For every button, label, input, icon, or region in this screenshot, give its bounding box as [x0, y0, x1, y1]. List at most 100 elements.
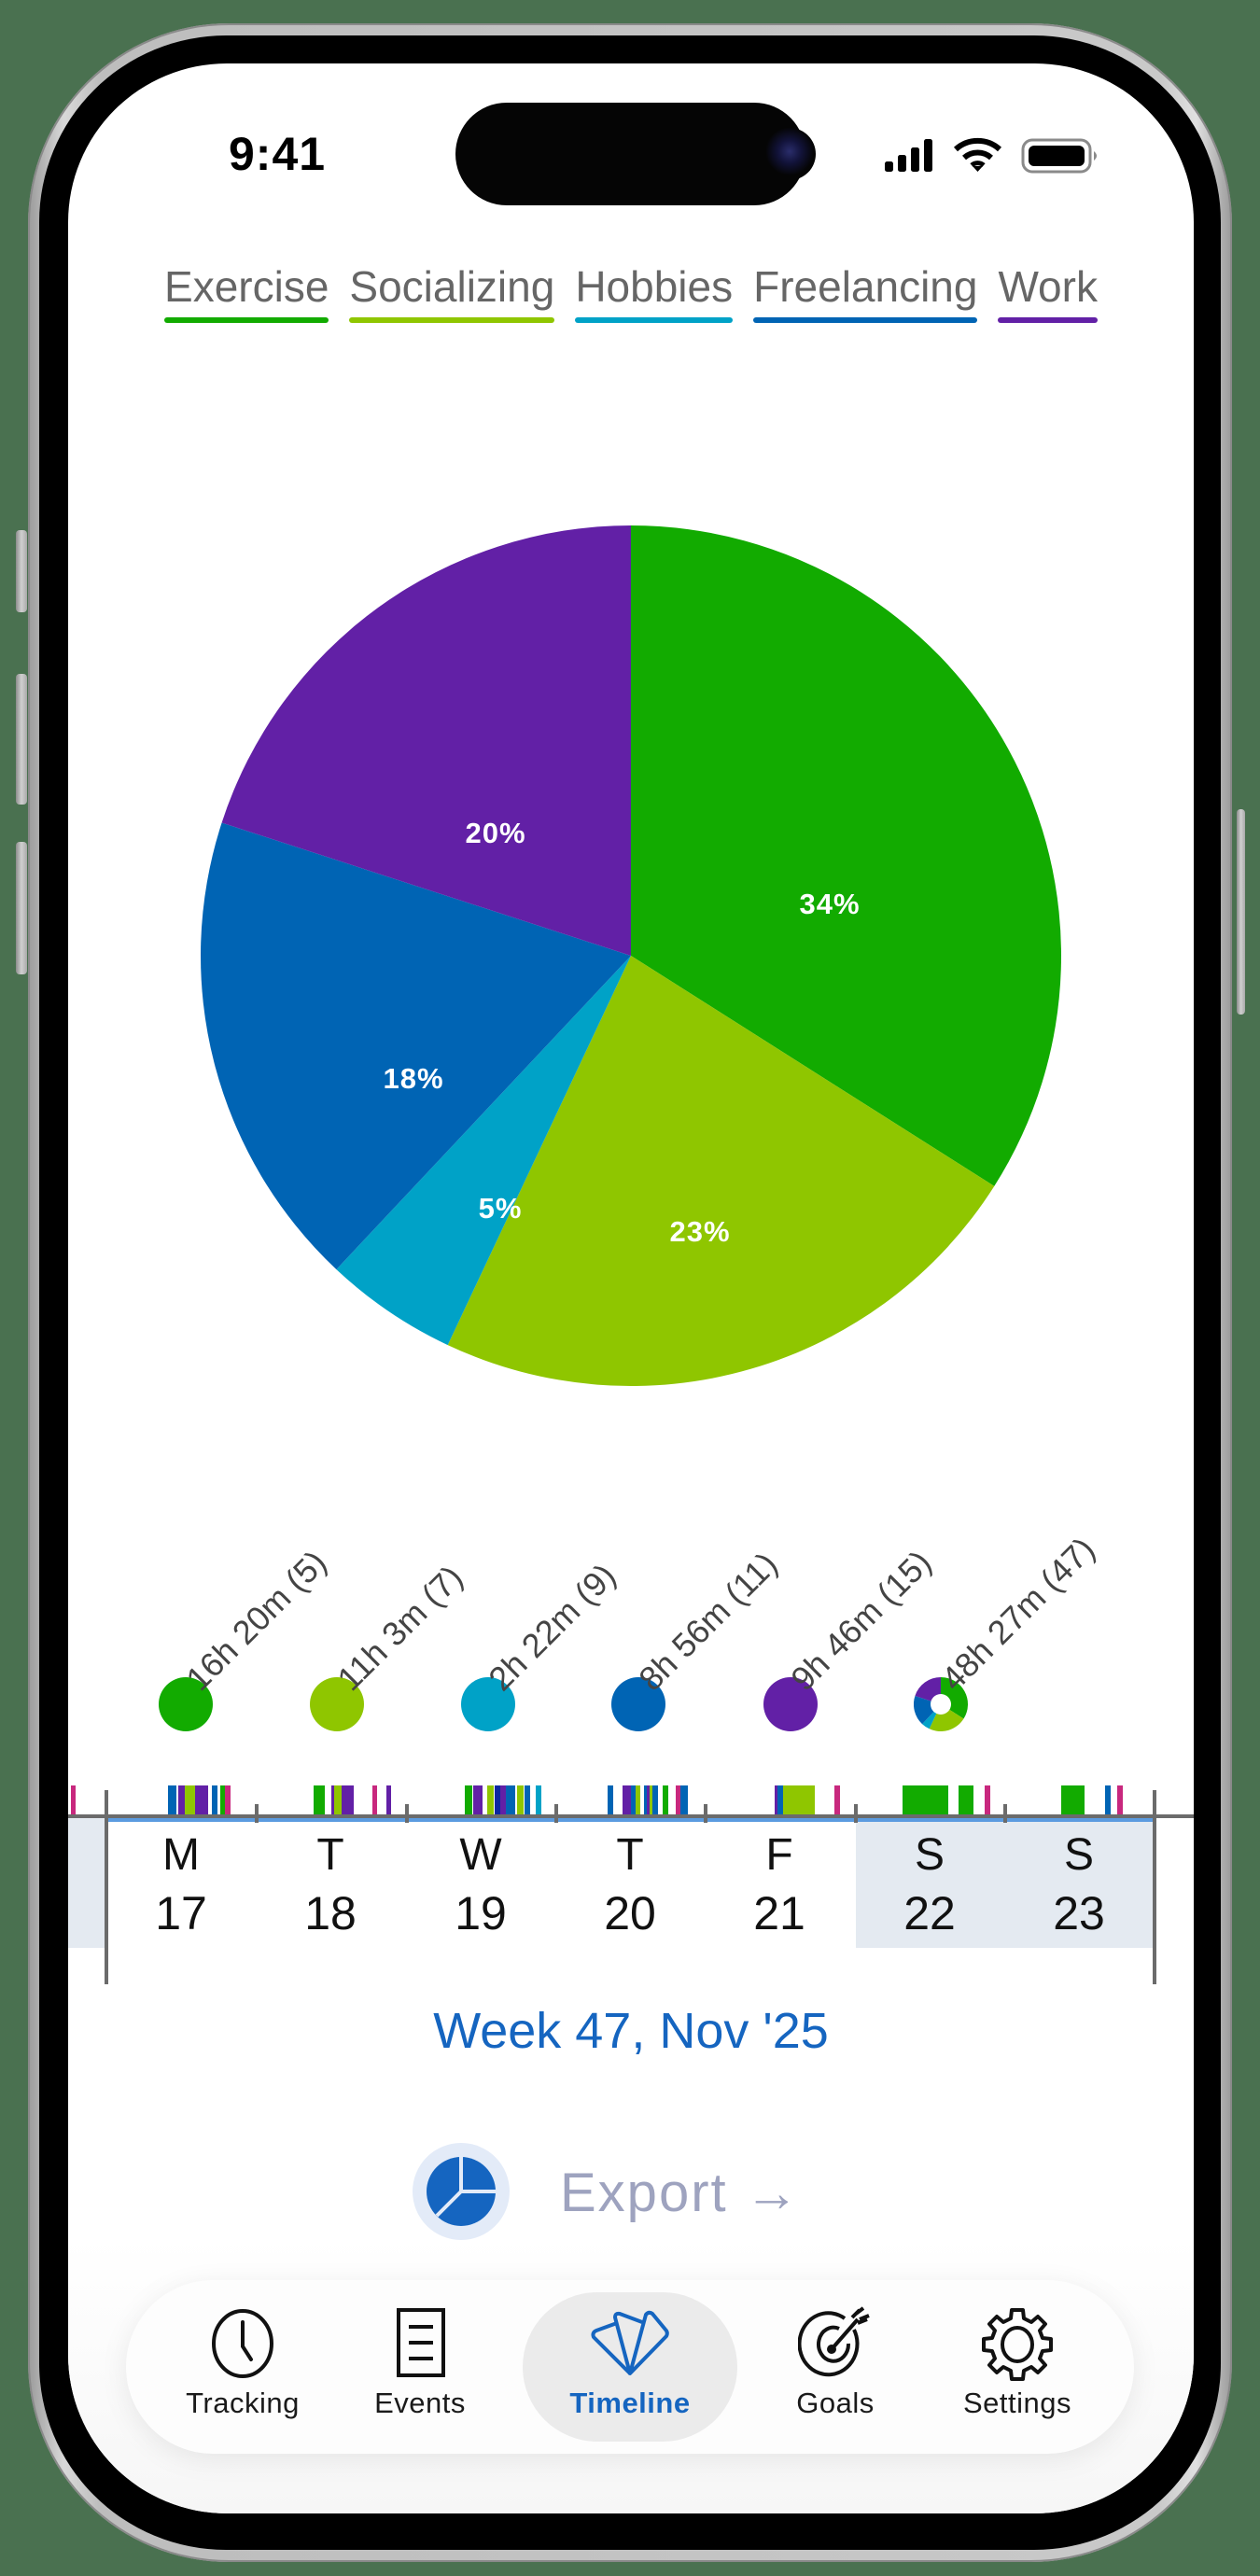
day-tick [405, 1804, 409, 1823]
previous-week-shade [68, 1818, 106, 1948]
day-tick [854, 1804, 858, 1823]
pie-chart-button[interactable] [413, 2143, 510, 2240]
color-dot [159, 1677, 213, 1731]
volume-down-button [16, 842, 27, 974]
pie-label-work: 20% [465, 817, 526, 849]
week-end-boundary [1153, 1790, 1156, 1984]
timeline-axis [68, 1814, 1194, 1818]
selected-week-indicator [106, 1818, 1155, 1822]
wifi-icon [953, 138, 1002, 172]
day-tick [554, 1804, 558, 1823]
stat-hobbies[interactable]: 2h 22m (9) [461, 1519, 637, 1743]
pie-slice-freelancing[interactable] [201, 822, 631, 1270]
tab-label: Goals [796, 2387, 875, 2419]
timeline-fan-icon [591, 2310, 669, 2375]
legend-color-bar [575, 317, 734, 323]
stat-text: 16h 20m (5) [178, 1543, 334, 1699]
battery-icon [1021, 138, 1097, 174]
day-number: 19 [455, 1887, 507, 1939]
pie-label-exercise: 34% [799, 888, 861, 920]
legend-label: Work [998, 262, 1098, 311]
tab-events[interactable]: Events [331, 2280, 509, 2454]
tab-goals[interactable]: Goals [747, 2280, 924, 2454]
day-tick [1003, 1804, 1007, 1823]
legend-label: Socializing [349, 262, 555, 311]
stat-socializing[interactable]: 11h 3m (7) [310, 1519, 486, 1743]
tab-label: Tracking [186, 2387, 300, 2419]
day-number: 18 [304, 1887, 357, 1939]
day-number: 17 [155, 1887, 207, 1939]
stat-total[interactable]: 48h 27m (47) [913, 1519, 1102, 1743]
legend-label: Freelancing [753, 262, 978, 311]
category-legend: Exercise Socializing Hobbies Freelancing… [68, 259, 1194, 323]
legend-item-freelancing[interactable]: Freelancing [753, 259, 978, 323]
legend-item-socializing[interactable]: Socializing [349, 259, 555, 323]
total-donut-icon [913, 1677, 968, 1732]
color-dot [461, 1677, 515, 1731]
legend-item-work[interactable]: Work [998, 259, 1098, 323]
legend-color-bar [753, 317, 978, 323]
legend-label: Exercise [164, 262, 329, 311]
tab-label: Settings [962, 2387, 1071, 2419]
pie-label-hobbies: 5% [478, 1192, 523, 1225]
status-icons [875, 136, 1174, 174]
day-letter: S [914, 1830, 945, 1880]
day-letter: T [616, 1830, 644, 1880]
pie-slice-hobbies[interactable] [336, 956, 631, 1346]
tab-settings[interactable]: Settings [915, 2280, 1120, 2454]
legend-color-bar [164, 317, 329, 323]
pie-chart-icon [427, 2157, 496, 2226]
stat-work[interactable]: 9h 46m (15) [763, 1519, 940, 1743]
day-number: 23 [1053, 1887, 1105, 1939]
stat-text: 8h 56m (11) [631, 1544, 785, 1699]
export-row: Export → [68, 2143, 1194, 2246]
pie-slice-work[interactable] [221, 525, 631, 956]
pie-slice-exercise[interactable] [631, 525, 1061, 1186]
day-letter: T [316, 1830, 344, 1880]
stat-freelancing[interactable]: 8h 56m (11) [611, 1519, 788, 1743]
day-number: 20 [604, 1887, 656, 1939]
color-dot [310, 1677, 364, 1731]
week-label[interactable]: Week 47, Nov '25 [433, 2003, 829, 2059]
legend-item-hobbies[interactable]: Hobbies [575, 259, 734, 323]
tab-label: Timeline [569, 2387, 691, 2419]
week-start-boundary [105, 1790, 108, 1984]
week-timeline[interactable]: M 17 T 18 W 19 T 20 F 21 S 22 S 23 [68, 1771, 1194, 2042]
tab-bar: Tracking Events Timeline [126, 2280, 1134, 2454]
volume-up-button [16, 674, 27, 805]
screen: 9:41 Exercise [68, 63, 1194, 2513]
color-dot [611, 1677, 665, 1731]
stat-text: 2h 22m (9) [481, 1556, 623, 1699]
dynamic-island [455, 103, 816, 205]
day-sunday[interactable]: S 23 [1004, 1827, 1154, 1943]
day-wednesday[interactable]: W 19 [406, 1827, 555, 1943]
action-button [16, 530, 27, 612]
pie-chart: 34% 23% 5% 18% 20% [201, 525, 1061, 1386]
day-number: 21 [753, 1887, 805, 1939]
day-number: 22 [903, 1887, 956, 1939]
day-letter: W [459, 1830, 502, 1880]
stat-text: 9h 46m (15) [783, 1543, 939, 1699]
power-button [1237, 809, 1245, 1015]
day-letter: M [162, 1830, 200, 1880]
tab-timeline[interactable]: Timeline [532, 2280, 728, 2454]
pie-slice-socializing[interactable] [447, 956, 995, 1386]
stat-exercise[interactable]: 16h 20m (5) [159, 1519, 335, 1743]
day-letter: F [765, 1830, 793, 1880]
tab-label: Events [374, 2387, 466, 2419]
gear-icon [982, 2308, 1053, 2381]
day-saturday[interactable]: S 22 [855, 1827, 1004, 1943]
pie-label-freelancing: 18% [383, 1062, 444, 1095]
day-thursday[interactable]: T 20 [555, 1827, 705, 1943]
legend-color-bar [998, 317, 1098, 323]
legend-item-exercise[interactable]: Exercise [164, 259, 329, 323]
stat-text: 11h 3m (7) [329, 1558, 470, 1699]
day-monday[interactable]: M 17 [106, 1827, 256, 1943]
legend-label: Hobbies [575, 262, 734, 311]
day-tuesday[interactable]: T 18 [256, 1827, 405, 1943]
legend-color-bar [349, 317, 555, 323]
front-camera-icon [763, 128, 816, 180]
tab-tracking[interactable]: Tracking [126, 2280, 359, 2454]
day-friday[interactable]: F 21 [705, 1827, 854, 1943]
export-button[interactable]: Export → [560, 2163, 801, 2223]
